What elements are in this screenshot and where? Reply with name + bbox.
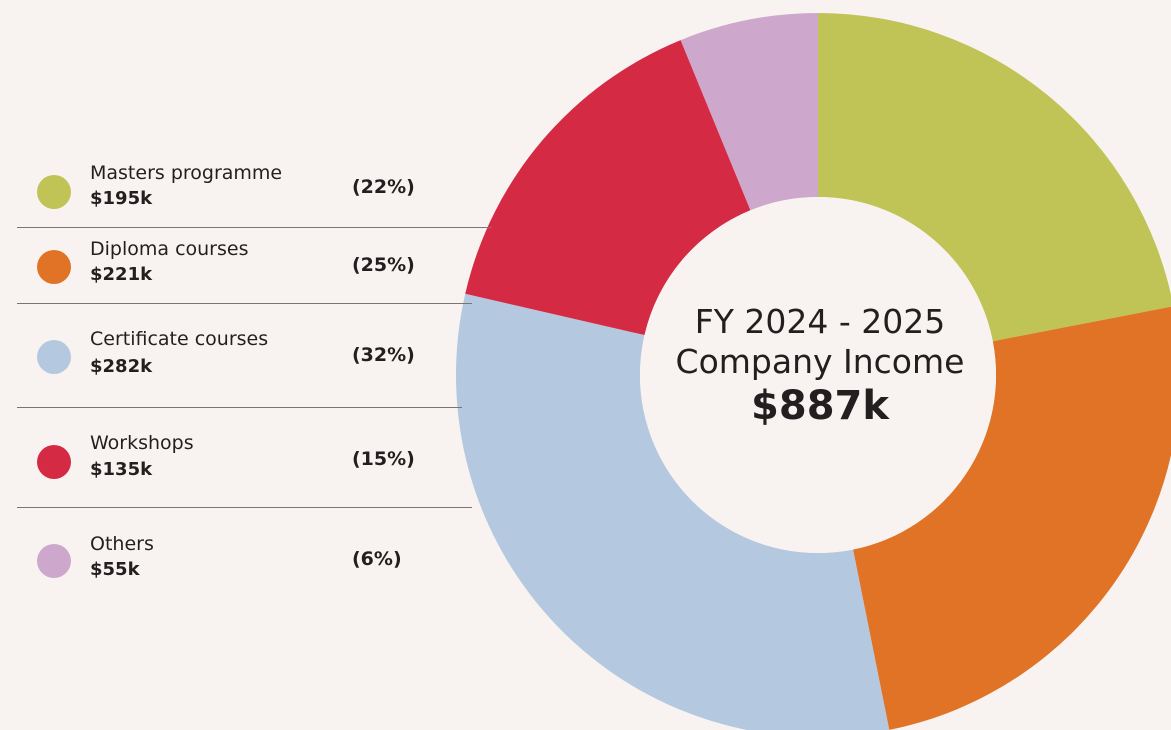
slice-masters [818,13,1171,342]
legend-value-workshops: $135k [90,459,153,480]
slice-diploma [853,306,1171,730]
legend-value-diploma: $221k [90,264,153,285]
legend-label-certificate: Certificate courses [90,328,269,350]
legend-value-others: $55k [90,559,140,580]
donut-center-label: FY 2024 - 2025 Company Income $887k [640,302,1000,430]
legend-divider [17,507,472,508]
legend-swatch-certificate [37,340,71,374]
legend: Masters programme $195k (22%) Diploma co… [0,0,492,730]
legend-label-diploma: Diploma courses [90,238,249,260]
legend-percent-masters: (22%) [352,176,415,198]
slice-certificate [456,293,890,730]
legend-percent-diploma: (25%) [352,254,415,276]
company-income-label: Company Income [675,342,965,381]
legend-swatch-diploma [37,250,71,284]
legend-label-others: Others [90,533,154,555]
slice-others [680,13,818,211]
legend-divider [17,407,462,408]
donut-slices [456,13,1171,730]
total-income-value: $887k [751,383,889,429]
legend-swatch-others [37,544,71,578]
fiscal-year-label: FY 2024 - 2025 [694,302,946,341]
legend-percent-workshops: (15%) [352,448,415,470]
legend-swatch-workshops [37,445,71,479]
donut-hole [640,197,996,553]
legend-label-workshops: Workshops [90,432,194,454]
legend-divider [17,227,492,228]
legend-value-certificate: $282k [90,356,153,377]
slice-workshops [465,40,751,336]
legend-label-masters: Masters programme [90,162,283,184]
legend-divider [17,303,472,304]
legend-value-masters: $195k [90,188,153,209]
legend-swatch-masters [37,175,71,209]
legend-percent-certificate: (32%) [352,344,415,366]
legend-percent-others: (6%) [352,548,402,570]
